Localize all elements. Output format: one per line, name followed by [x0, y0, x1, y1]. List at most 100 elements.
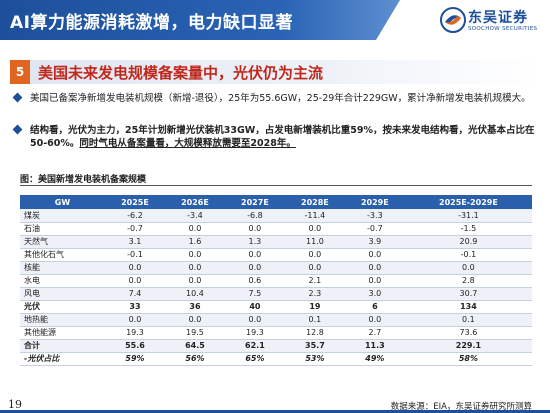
table-cell: 229.1	[404, 338, 532, 353]
page-number: 19	[8, 398, 22, 411]
table-cell: -31.1	[404, 209, 532, 223]
table-cell: 49%	[344, 352, 405, 366]
table-row: 光伏 33 36 40 19 6 134	[20, 300, 532, 314]
table-cell: 0.0	[344, 274, 405, 288]
table-cell: 56%	[164, 352, 225, 366]
table-cell: 0.1	[284, 313, 345, 327]
table-cell: 0.0	[164, 222, 225, 236]
table-cell: 3.1	[105, 235, 165, 249]
bullet-text: 结构看，光伏为主力，25年计划新增光伏装机33GW，占发电新增装机比重59%，按…	[30, 124, 538, 150]
table-cell: 0.0	[164, 313, 225, 327]
diamond-bullet-icon	[12, 124, 23, 135]
section-heading: 5 美国未来发电规模备案量中，光伏仍为主流	[10, 60, 540, 84]
table-body: 煤炭 -6.2 -3.4 -6.8 -11.4 -3.3 -31.1 石油 -0.7 0.0 0.0…	[20, 209, 532, 366]
table-cell: 7.5	[224, 287, 285, 301]
table-cell: 2.7	[344, 326, 405, 340]
table-row: 地热能 0.0 0.0 0.0 0.1 0.0 0.1	[20, 313, 532, 327]
table-cell: 19.5	[164, 326, 225, 340]
bullet-text-part: 结构看，光伏为主力，25年计划新增光伏装机33GW，占发电新增装机比重59%，按…	[30, 125, 535, 149]
table-cell: 1.6	[164, 235, 225, 249]
table-cell: 73.6	[404, 326, 532, 340]
table-row: 合计 55.6 64.5 62.1 35.7 11.3 229.1	[20, 338, 532, 353]
table-cell: 0.0	[164, 274, 225, 288]
table-cell: 0.0	[284, 222, 345, 236]
table-cell: 0.0	[224, 261, 285, 275]
table-cell: 0.0	[164, 261, 225, 275]
table-cell: 0.0	[224, 248, 285, 262]
table-header-cell: 2029E	[344, 195, 405, 209]
table-cell: 11.3	[344, 338, 405, 353]
row-label: 合计	[20, 338, 105, 353]
table-cell: 134	[404, 300, 532, 314]
table-cell: 0.0	[224, 313, 285, 327]
table-cell: 19.3	[224, 326, 285, 340]
table-row: 石油 -0.7 0.0 0.0 0.0 -0.7 -1.5	[20, 222, 532, 236]
table-cell: 64.5	[164, 338, 225, 353]
table-cell: 62.1	[224, 338, 285, 353]
page-title: AI算力能源消耗激增，电力缺口显著	[10, 13, 293, 33]
table-cell: 59%	[105, 352, 165, 366]
table-header-cell: 2027E	[224, 195, 285, 209]
table-cell: 0.1	[404, 313, 532, 327]
table-row: 水电 0.0 0.0 0.6 2.1 0.0 2.8	[20, 274, 532, 288]
logo-text-cn: 东吴证券	[468, 10, 528, 26]
table-cell: 0.0	[344, 313, 405, 327]
row-label: 水电	[20, 274, 105, 288]
logo-text-en: SOOCHOW SECURITIES	[468, 26, 538, 32]
row-label: 光伏	[20, 300, 105, 314]
table-cell: 2.8	[404, 274, 532, 288]
table-cell: 20.9	[404, 235, 532, 249]
table-cell: 12.8	[284, 326, 345, 340]
row-label: 其他化石气	[20, 248, 105, 262]
table-cell: 19.3	[105, 326, 165, 340]
section-title: 美国未来发电规模备案量中，光伏仍为主流	[38, 64, 324, 82]
table-cell: 1.3	[224, 235, 285, 249]
chart-caption: 图：美国新增发电装机备案规模	[20, 175, 147, 185]
table-cell: -1.5	[404, 222, 532, 236]
table-cell: 65%	[224, 352, 285, 366]
table-header-cell: 2028E	[284, 195, 345, 209]
table-cell: 55.6	[105, 338, 165, 353]
table-cell: -6.2	[105, 209, 165, 223]
table-header-cell: 2026E	[164, 195, 225, 209]
table-cell: -3.3	[344, 209, 405, 223]
table-cell: 0.6	[224, 274, 285, 288]
table-header-cell: GW	[20, 195, 105, 209]
table-cell: -3.4	[164, 209, 225, 223]
footer-divider	[0, 410, 550, 413]
table-cell: 0.0	[105, 261, 165, 275]
table-cell: 2.3	[284, 287, 345, 301]
table-cell: -0.7	[105, 222, 165, 236]
table-cell: 30.7	[404, 287, 532, 301]
table-cell: 10.4	[164, 287, 225, 301]
title-bar	[0, 0, 400, 40]
table-cell: -6.8	[224, 209, 285, 223]
table-cell: 7.4	[105, 287, 165, 301]
table-cell: 11.0	[284, 235, 345, 249]
table-cell: 58%	[404, 352, 532, 366]
soochow-logo-icon	[440, 7, 466, 33]
row-label: 煤炭	[20, 209, 105, 223]
table-cell: 19	[284, 300, 345, 314]
table-cell: 0.0	[105, 274, 165, 288]
table-row: 风电 7.4 10.4 7.5 2.3 3.0 30.7	[20, 287, 532, 301]
row-label: 石油	[20, 222, 105, 236]
table-cell: 0.0	[164, 248, 225, 262]
row-label: -光伏占比	[20, 352, 105, 366]
table-cell: 33	[105, 300, 165, 314]
table-cell: 35.7	[284, 338, 345, 353]
table-cell: 0.0	[105, 313, 165, 327]
header: AI算力能源消耗激增，电力缺口显著 东吴证券 SOOCHOW SECURITIE…	[0, 0, 550, 40]
table-cell: 6	[344, 300, 405, 314]
row-label: 其他能源	[20, 326, 105, 340]
table-row: -光伏占比 59% 56% 65% 53% 49% 58%	[20, 352, 532, 366]
table-cell: -11.4	[284, 209, 345, 223]
table-cell: 36	[164, 300, 225, 314]
table-cell: -0.7	[344, 222, 405, 236]
data-source: 数据来源：EIA，东吴证券研究所测算	[390, 402, 532, 412]
table-row: 其他能源 19.3 19.5 19.3 12.8 2.7 73.6	[20, 326, 532, 340]
table-cell: 0.0	[404, 261, 532, 275]
bullet-text: 美国已备案净新增发电装机规模（新增-退役），25年为55.6GW，25-29年合…	[30, 93, 531, 104]
diamond-bullet-icon	[12, 92, 23, 103]
table-row: 天然气 3.1 1.6 1.3 11.0 3.9 20.9	[20, 235, 532, 249]
